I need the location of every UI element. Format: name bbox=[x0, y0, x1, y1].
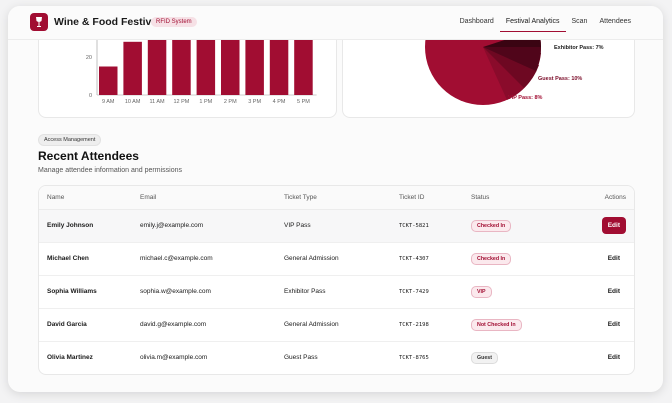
section-subtitle: Manage attendee information and permissi… bbox=[38, 167, 182, 174]
ticket-id: TCKT-7429 bbox=[399, 275, 471, 309]
wine-glass-logo-icon bbox=[30, 13, 48, 31]
nav-attendees[interactable]: Attendees bbox=[599, 18, 631, 25]
bar[interactable] bbox=[196, 38, 216, 95]
y-tick-label: 0 bbox=[89, 93, 92, 99]
status-cell: Checked In bbox=[471, 209, 571, 243]
status-cell: Not Checked In bbox=[471, 308, 571, 342]
status-cell: Guest bbox=[471, 341, 571, 374]
attendee-name: Emily Johnson bbox=[39, 209, 140, 243]
hourly-bar-chart-card: 20 0 9 AM 10 AM 11 AM 12 PM 1 PM 2 PM 3 PM 4 PM 5 … bbox=[38, 26, 337, 118]
status-cell: VIP bbox=[471, 275, 571, 309]
nav-dashboard[interactable]: Dashboard bbox=[459, 18, 494, 25]
table-row[interactable]: Sophia Williams sophia.w@example.com Exh… bbox=[39, 275, 634, 309]
y-tick-label: 20 bbox=[86, 55, 92, 61]
ticket-type: Guest Pass bbox=[284, 354, 318, 362]
attendee-name: Olivia Martinez bbox=[47, 354, 93, 362]
ticket-id: TCKT-4307 bbox=[399, 242, 471, 276]
status-badge: Not Checked In bbox=[471, 318, 522, 331]
ticket-type: General Admission bbox=[284, 242, 399, 276]
status-badge: Checked In bbox=[471, 219, 512, 232]
rfid-system-badge: RFID System bbox=[151, 17, 197, 27]
bar[interactable] bbox=[221, 36, 240, 95]
bar[interactable] bbox=[123, 41, 142, 95]
x-tick-label: 1 PM bbox=[199, 99, 212, 105]
edit-button[interactable]: Edit bbox=[602, 349, 626, 366]
nav-scan[interactable]: Scan bbox=[571, 18, 588, 25]
ticket-type: Exhibitor Pass bbox=[284, 275, 399, 309]
actions-cell: Edit bbox=[571, 242, 634, 276]
bar[interactable] bbox=[147, 36, 167, 95]
attendee-email: david.g@example.com bbox=[140, 308, 284, 342]
edit-button[interactable]: Edit bbox=[602, 250, 626, 267]
app-window: Wine & Food Festival RFID System Dashboa… bbox=[8, 6, 663, 392]
actions-cell: Edit bbox=[571, 209, 634, 243]
access-management-badge: Access Management bbox=[38, 134, 102, 146]
edit-button[interactable]: Edit bbox=[601, 217, 626, 234]
x-tick-label: 12 PM bbox=[173, 99, 189, 105]
status-badge: VIP bbox=[471, 285, 492, 298]
ticket-type: VIP Pass bbox=[284, 209, 399, 243]
brand-title: Wine & Food Festival bbox=[54, 16, 161, 28]
actions-cell: Edit bbox=[571, 275, 634, 309]
bar[interactable] bbox=[172, 36, 191, 95]
bar[interactable] bbox=[269, 36, 289, 95]
col-header-actions: Actions bbox=[571, 186, 634, 210]
attendee-email: olivia.m@example.com bbox=[140, 354, 208, 362]
pie-slice-exhibitor bbox=[483, 47, 542, 71]
bar[interactable] bbox=[294, 36, 313, 95]
x-tick-label: 9 AM bbox=[102, 99, 115, 105]
col-header-status: Status bbox=[471, 186, 571, 210]
section-title: Recent Attendees bbox=[38, 149, 139, 163]
attendee-email: emily.j@example.com bbox=[140, 209, 284, 243]
table-row[interactable]: David Garcia david.g@example.com General… bbox=[39, 308, 634, 342]
x-tick-label: 11 AM bbox=[149, 99, 165, 105]
table-row[interactable]: Emily Johnson emily.j@example.com VIP Pa… bbox=[39, 209, 634, 243]
top-header: Wine & Food Festival RFID System Dashboa… bbox=[8, 6, 663, 40]
x-tick-label: 2 PM bbox=[224, 99, 237, 105]
x-tick-label: 5 PM bbox=[297, 99, 310, 105]
pie-chart: Exhibitor Pass: 7% Guest Pass: 10% VIP P… bbox=[425, 27, 604, 105]
attendee-email: sophia.w@example.com bbox=[140, 275, 284, 309]
pie-label-vip: VIP Pass: 8% bbox=[508, 95, 543, 101]
x-tick-label: 10 AM bbox=[125, 99, 141, 105]
pie-label-exhibitor: Exhibitor Pass: 7% bbox=[554, 45, 604, 51]
main-nav: Dashboard Festival Analytics Scan Attend… bbox=[454, 18, 637, 32]
attendee-name: Michael Chen bbox=[39, 242, 140, 276]
edit-button[interactable]: Edit bbox=[602, 283, 626, 300]
table-row[interactable]: Michael Chen michael.c@example.com Gener… bbox=[39, 242, 634, 276]
attendee-name: Sophia Williams bbox=[39, 275, 140, 309]
edit-button[interactable]: Edit bbox=[602, 316, 626, 333]
x-tick-label: 3 PM bbox=[248, 99, 261, 105]
attendees-table-card: Name Email Ticket Type Ticket ID Status … bbox=[38, 185, 635, 375]
pie-slice-guest bbox=[483, 47, 539, 88]
col-header-name: Name bbox=[39, 186, 140, 210]
ticket-id: TCKT-2198 bbox=[399, 308, 471, 342]
nav-festival-analytics[interactable]: Festival Analytics bbox=[499, 18, 566, 32]
ticket-type: General Admission bbox=[284, 308, 399, 342]
col-header-email: Email bbox=[140, 186, 284, 210]
col-header-ticket-type: Ticket Type bbox=[284, 186, 399, 210]
attendees-table: Name Email Ticket Type Ticket ID Status … bbox=[39, 186, 634, 374]
table-header-row: Name Email Ticket Type Ticket ID Status … bbox=[39, 186, 634, 210]
pie-label-guest: Guest Pass: 10% bbox=[538, 76, 582, 82]
bar[interactable] bbox=[99, 66, 118, 96]
attendee-name: David Garcia bbox=[39, 308, 140, 342]
attendee-email: michael.c@example.com bbox=[140, 242, 284, 276]
x-tick-label: 4 PM bbox=[273, 99, 286, 105]
actions-cell: Edit bbox=[571, 308, 634, 342]
actions-cell: Edit bbox=[571, 341, 634, 374]
status-badge: Guest bbox=[471, 351, 499, 364]
ticket-id: TCKT-8765 bbox=[399, 354, 429, 361]
ticket-type-pie-card: Exhibitor Pass: 7% Guest Pass: 10% VIP P… bbox=[342, 26, 635, 118]
col-header-ticket-id: Ticket ID bbox=[399, 186, 471, 210]
table-row[interactable]: Olivia Martinez olivia.m@example.com Gue… bbox=[39, 341, 634, 374]
status-cell: Checked In bbox=[471, 242, 571, 276]
bar-chart: 20 0 9 AM 10 AM 11 AM 12 PM 1 PM 2 PM 3 PM 4 PM 5 … bbox=[86, 27, 317, 105]
bar[interactable] bbox=[245, 36, 264, 95]
ticket-id: TCKT-5821 bbox=[399, 209, 471, 243]
status-badge: Checked In bbox=[471, 252, 512, 265]
